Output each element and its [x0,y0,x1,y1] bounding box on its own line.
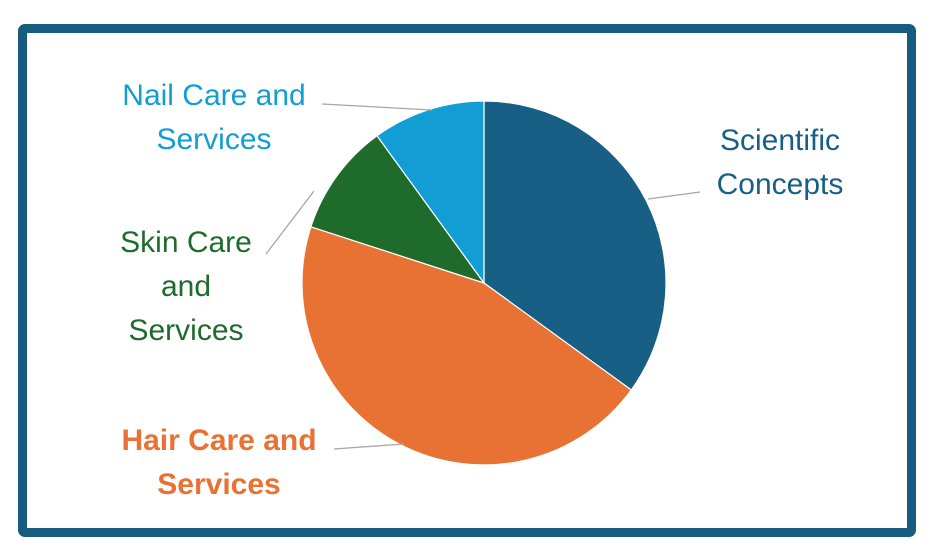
slice-label: Nail Care and Services [122,79,305,156]
leader-line [333,443,405,450]
slice-label-line: Services [156,123,271,156]
leader-lines [265,103,701,450]
pie-slices [301,100,667,466]
pie-slice-skin-care-and-services [310,134,486,285]
slice-label-line: Services [157,468,280,501]
leader-line [647,191,701,200]
slice-label: Hair Care and Services [121,424,316,501]
slice-label-line: Concepts [717,168,844,201]
leader-line [265,190,315,255]
slice-label: Skin Care and Services [120,226,252,347]
leader-line [321,103,433,111]
slice-label-line: Services [128,314,243,347]
pie-slice-hair-care-and-services [301,226,633,466]
slice-label-line: Hair Care and [121,424,316,457]
slice-label-line: Skin Care [120,226,252,259]
pie-slice-scientific-concepts [483,100,667,391]
slice-label-line: and [161,270,211,303]
slice-label-line: Nail Care and [122,79,305,112]
slice-label-line: Scientific [720,124,840,157]
slice-label: Scientific Concepts [717,124,844,201]
